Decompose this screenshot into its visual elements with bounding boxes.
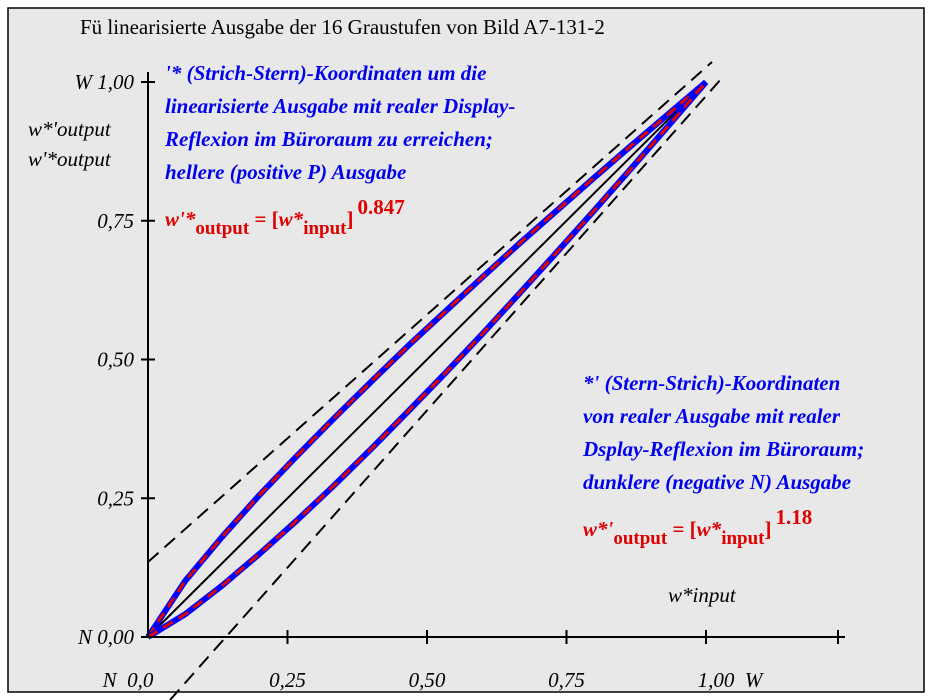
chart-title: Fü linearisierte Ausgabe der 16 Graustuf… (80, 15, 605, 39)
formula: w'*output = [w*input] 0.847 (165, 195, 405, 239)
x-axis-label: w*input (668, 583, 737, 607)
formula-part: 0.847 (358, 195, 405, 219)
diagonal (147, 81, 707, 638)
y-tick-label: N 0,00 (77, 625, 135, 649)
annotation-line: von realer Ausgabe mit realer (583, 404, 841, 428)
x-tick-label: N 0,0 (102, 668, 154, 692)
formula: w*'output = [w*input] 1.18 (583, 505, 812, 549)
plot (145, 79, 709, 640)
formula-part: 1.18 (776, 505, 813, 529)
formula-part: input (721, 528, 765, 549)
annotation-line: dunklere (negative N) Ausgabe (583, 470, 851, 494)
annotation-line: *' (Stern-Strich)-Koordinaten (583, 371, 840, 395)
y-tick-label: 0,50 (97, 348, 134, 372)
formula-part: = [ (249, 207, 278, 231)
annotation-line: '* (Strich-Stern)-Koordinaten um die (165, 61, 486, 85)
formula-part: input (303, 218, 347, 239)
upper-reference (147, 61, 713, 563)
lower-reference (169, 77, 723, 700)
formula-part: w* (279, 207, 304, 231)
x-tick-label: 0,25 (269, 668, 306, 692)
formula-part: output (195, 218, 250, 239)
curve-dashed (146, 80, 707, 638)
x-tick-label: 0,75 (548, 668, 585, 692)
formula-part: ] (347, 207, 354, 231)
annotation-line: hellere (positive P) Ausgabe (165, 160, 406, 184)
y-tick-label: 0,25 (97, 486, 134, 510)
formula-part: w'* (165, 207, 196, 231)
curve-dashed (147, 81, 708, 639)
x-tick-label: 1,00 W (698, 668, 765, 692)
y-axis-label: w*'output (28, 117, 112, 141)
formula-part: w* (697, 517, 722, 541)
y-tick-label: 0,75 (97, 209, 134, 233)
formula-part: w*' (583, 517, 614, 541)
annotation-line: Reflexion im Büroraum zu erreichen; (164, 127, 493, 151)
annotation-line: linearisierte Ausgabe mit realer Display… (165, 94, 515, 118)
y-tick-label: W 1,00 (75, 70, 135, 94)
formula-part: output (613, 528, 668, 549)
formula-part: = [ (667, 517, 696, 541)
x-tick-label: 0,50 (409, 668, 446, 692)
y-axis-label: w'*output (28, 147, 112, 171)
formula-part: ] (765, 517, 772, 541)
annotation-line: Dsplay-Reflexion im Büroraum; (582, 437, 864, 461)
